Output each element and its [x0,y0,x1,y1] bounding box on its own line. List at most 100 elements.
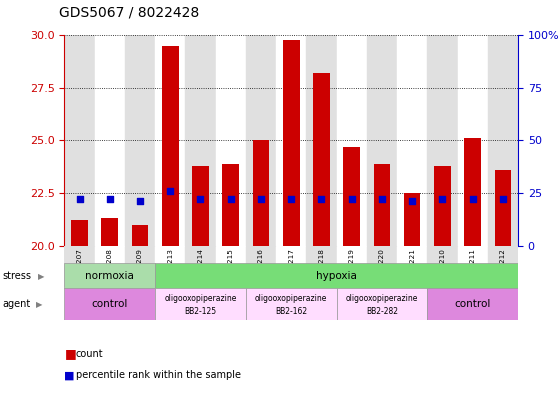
Bar [458,246,488,287]
Bar [185,246,216,287]
Point [377,196,386,202]
Bar [488,35,518,246]
Text: percentile rank within the sample: percentile rank within the sample [76,370,241,380]
Bar [125,35,155,246]
Bar [246,35,276,246]
Bar [246,246,276,287]
Bar [276,35,306,246]
Bar [192,166,209,246]
Bar [427,246,458,287]
Bar [337,288,427,320]
Bar [155,288,246,320]
Text: oligooxopiperazine: oligooxopiperazine [255,294,328,303]
Bar [216,246,246,287]
Bar [222,163,239,246]
Point [317,196,326,202]
Bar [95,246,125,287]
Text: ■: ■ [64,347,76,360]
Point [136,198,144,205]
Text: count: count [76,349,103,359]
Bar [367,246,397,287]
Bar [337,35,367,246]
Text: GSM1169214: GSM1169214 [198,248,203,297]
Bar [162,46,179,246]
Text: control: control [92,299,128,309]
Text: oligooxopiperazine: oligooxopiperazine [164,294,237,303]
Bar [64,246,95,287]
Bar [458,35,488,246]
Bar [64,35,95,246]
Bar [155,246,185,287]
Bar [397,35,427,246]
Point [468,196,477,202]
Text: GSM1169215: GSM1169215 [228,248,234,297]
Text: BB2-162: BB2-162 [275,307,307,316]
Bar [464,138,481,246]
Text: agent: agent [3,299,31,309]
Bar [306,246,337,287]
Text: ▶: ▶ [36,300,43,309]
Text: GSM1169210: GSM1169210 [440,248,445,297]
Bar [185,35,216,246]
Text: GSM1169217: GSM1169217 [288,248,294,297]
Text: GSM1169209: GSM1169209 [137,248,143,297]
Text: GSM1169220: GSM1169220 [379,248,385,297]
Bar [253,140,269,246]
Bar [64,288,155,320]
Text: GSM1169208: GSM1169208 [107,248,113,297]
Text: GSM1169212: GSM1169212 [500,248,506,297]
Bar [71,220,88,246]
Text: oligooxopiperazine: oligooxopiperazine [346,294,418,303]
Point [347,196,356,202]
Bar [397,246,427,287]
Bar [367,35,397,246]
Text: GSM1169219: GSM1169219 [349,248,354,297]
Bar [283,40,300,246]
Bar [132,224,148,246]
Bar [246,288,337,320]
Point [287,196,296,202]
Text: normoxia: normoxia [85,271,134,281]
Text: hypoxia: hypoxia [316,271,357,281]
Point [438,196,447,202]
Bar [488,246,518,287]
Point [105,196,114,202]
Bar [494,170,511,246]
Bar [306,35,337,246]
Point [166,188,175,194]
Bar [64,263,155,289]
Text: GSM1169213: GSM1169213 [167,248,173,297]
Text: BB2-282: BB2-282 [366,307,398,316]
Text: ▶: ▶ [38,272,45,281]
Bar [313,73,330,246]
Bar [125,246,155,287]
Point [498,196,507,202]
Bar [427,288,518,320]
Point [408,198,417,205]
Bar [155,263,518,289]
Bar [155,35,185,246]
Point [196,196,205,202]
Bar [343,147,360,246]
Text: GSM1169211: GSM1169211 [470,248,475,297]
Point [226,196,235,202]
Bar [276,246,306,287]
Bar [427,35,458,246]
Text: GDS5067 / 8022428: GDS5067 / 8022428 [59,6,199,20]
Bar [216,35,246,246]
Point [75,196,84,202]
Bar [101,218,118,246]
Bar [434,166,451,246]
Text: ■: ■ [64,370,75,380]
Bar [374,163,390,246]
Bar [404,193,421,246]
Text: GSM1169218: GSM1169218 [319,248,324,297]
Point [256,196,265,202]
Bar [337,246,367,287]
Text: GSM1169221: GSM1169221 [409,248,415,297]
Text: GSM1169216: GSM1169216 [258,248,264,297]
Text: GSM1169207: GSM1169207 [77,248,82,297]
Text: BB2-125: BB2-125 [184,307,217,316]
Text: stress: stress [3,271,32,281]
Text: control: control [455,299,491,309]
